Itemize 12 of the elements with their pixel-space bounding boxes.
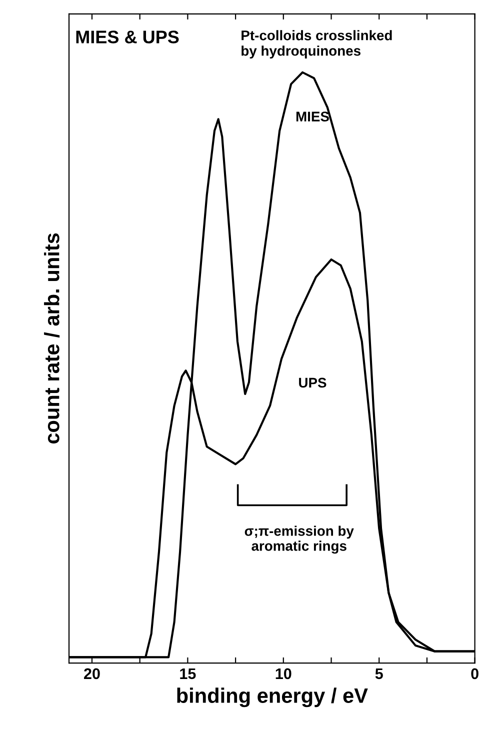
x-axis-title: binding energy / eV [177,688,368,708]
chart-subtitle: Pt-colloids crosslinked by hydroquinones [242,30,392,59]
x-tick-label: 15 [180,668,196,680]
series-label: UPS [299,378,326,388]
y-axis-title: count rate / arb. units [44,233,60,444]
chart-title: MIES & UPS [76,30,179,44]
x-tick-label: 20 [84,668,100,680]
x-tick-label: 5 [375,668,383,680]
series-label: MIES [296,112,329,122]
x-tick-label: 0 [471,668,478,680]
annotation: σ;π-emission by aromatic rings [244,526,354,554]
x-tick-label: 10 [276,668,292,680]
